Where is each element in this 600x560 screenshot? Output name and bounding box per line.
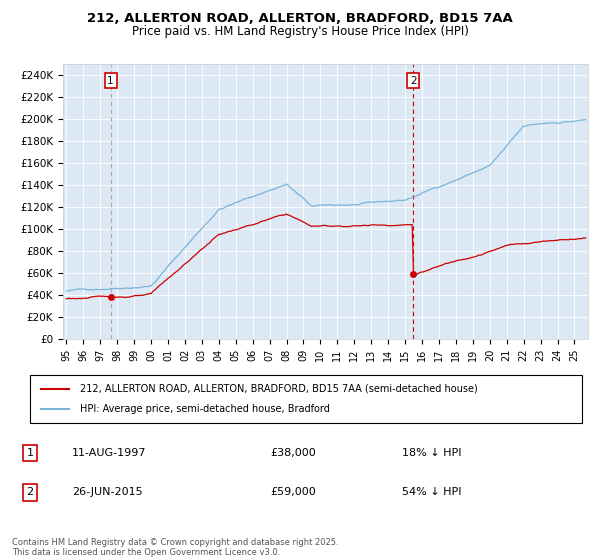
Text: 11-AUG-1997: 11-AUG-1997 (72, 448, 146, 458)
Text: 1: 1 (26, 448, 34, 458)
Text: 26-JUN-2015: 26-JUN-2015 (72, 487, 143, 497)
FancyBboxPatch shape (30, 375, 582, 423)
Text: 212, ALLERTON ROAD, ALLERTON, BRADFORD, BD15 7AA (semi-detached house): 212, ALLERTON ROAD, ALLERTON, BRADFORD, … (80, 384, 478, 394)
Text: Contains HM Land Registry data © Crown copyright and database right 2025.
This d: Contains HM Land Registry data © Crown c… (12, 538, 338, 557)
Text: £59,000: £59,000 (270, 487, 316, 497)
Text: 2: 2 (26, 487, 34, 497)
Text: 1: 1 (107, 76, 114, 86)
Text: £38,000: £38,000 (270, 448, 316, 458)
Text: 2: 2 (410, 76, 417, 86)
Text: Price paid vs. HM Land Registry's House Price Index (HPI): Price paid vs. HM Land Registry's House … (131, 25, 469, 38)
Text: HPI: Average price, semi-detached house, Bradford: HPI: Average price, semi-detached house,… (80, 404, 329, 414)
Text: 18% ↓ HPI: 18% ↓ HPI (402, 448, 461, 458)
Text: 54% ↓ HPI: 54% ↓ HPI (402, 487, 461, 497)
Text: 212, ALLERTON ROAD, ALLERTON, BRADFORD, BD15 7AA: 212, ALLERTON ROAD, ALLERTON, BRADFORD, … (87, 12, 513, 25)
